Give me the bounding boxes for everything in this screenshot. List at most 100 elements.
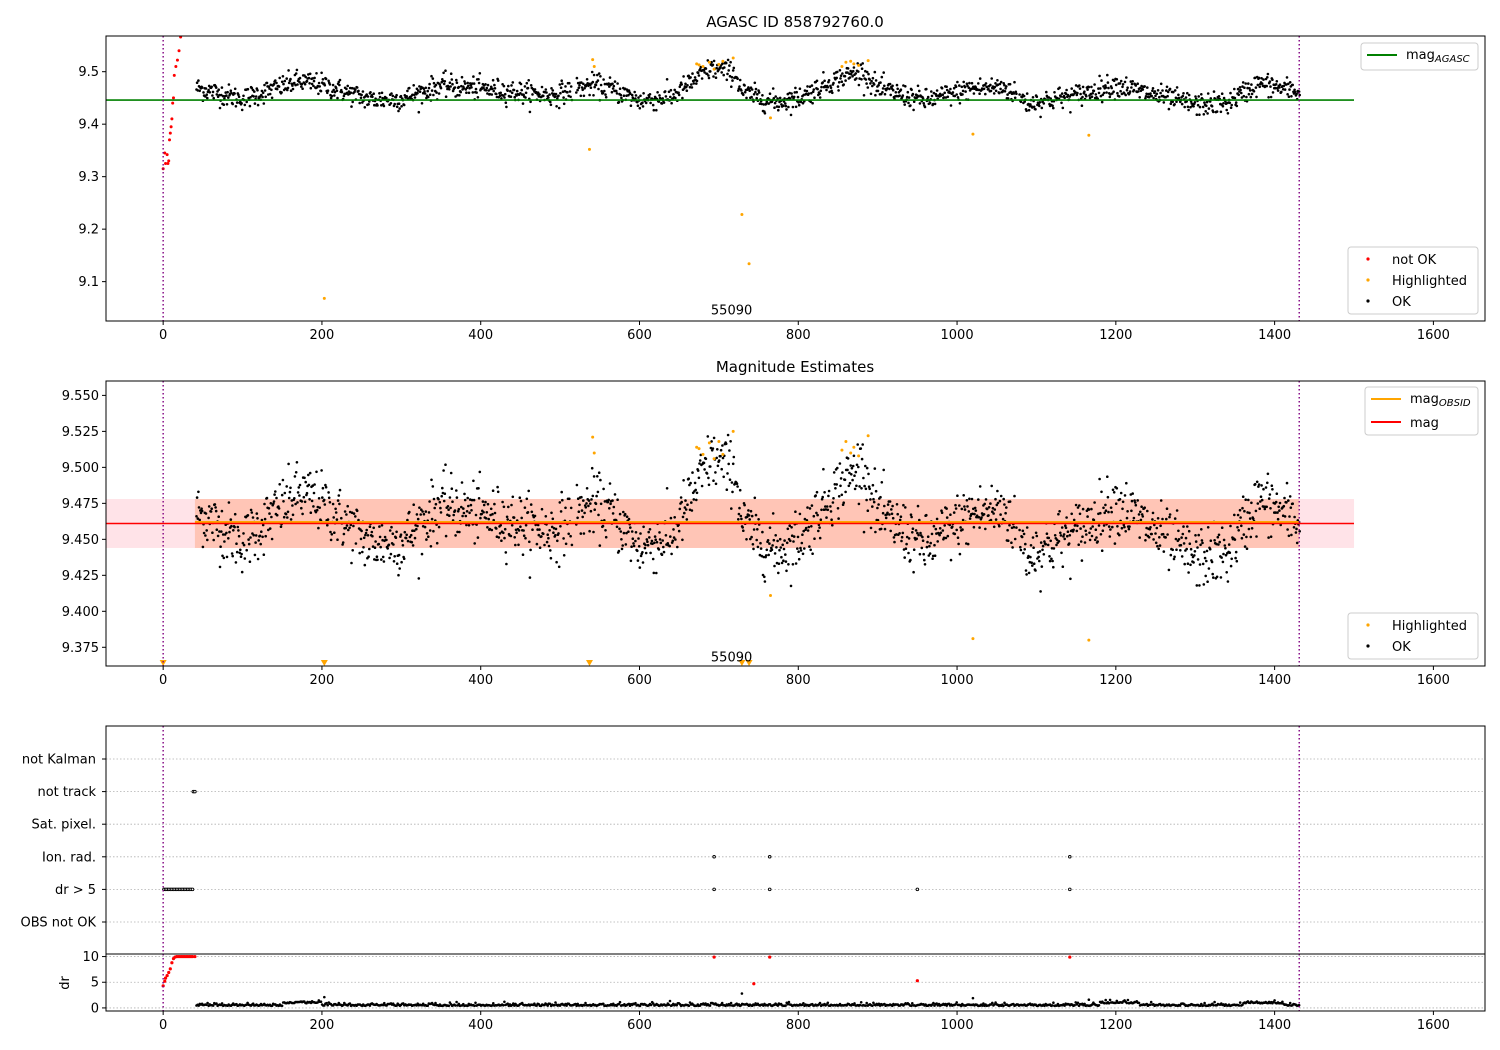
ok-point [1119,79,1123,83]
ok-point [1224,553,1228,557]
ok-point [309,511,313,514]
ok-point [811,552,814,555]
ok-point [731,462,735,466]
ok-point [263,89,267,92]
ok-point [681,515,685,519]
ok-point [363,563,367,567]
ok-point [550,525,554,529]
ok-point [1161,517,1164,521]
ok-point [1274,86,1277,90]
ok-point [874,530,877,534]
ok-point [921,535,924,539]
ok-point [334,511,338,514]
dr-point [395,1004,398,1007]
ok-point [423,90,426,93]
ok-point [397,102,401,105]
ok-point [1259,500,1262,503]
ok-point [1249,535,1253,539]
x-tick-label: 200 [310,328,335,343]
dr-point [784,1004,787,1007]
ok-point [798,512,802,516]
ok-point [320,469,323,472]
ok-point [220,530,223,533]
ok-point [962,494,965,497]
ok-point [230,91,233,95]
ok-point [1063,537,1066,541]
ok-point [392,560,396,563]
ok-point [237,534,241,538]
ok-point [860,457,864,461]
ok-point [843,478,847,482]
dr-point [668,999,672,1003]
ok-point [277,85,281,88]
ok-point [1149,92,1152,95]
ok-point [839,74,843,77]
ok-point [353,90,356,93]
ok-point [787,563,790,566]
ok-point [954,507,958,510]
highlighted-point [591,58,595,62]
dr-point [316,1001,320,1004]
ok-point [968,517,972,520]
ok-point [1287,534,1291,538]
ok-point [423,92,427,95]
ok-point [291,504,294,507]
ok-point [1262,78,1265,81]
ok-point [477,487,480,490]
dr-point [323,995,326,999]
ok-point [515,89,519,93]
ok-point [589,509,593,513]
ok-point [1189,100,1193,103]
ok-point [225,555,229,559]
ok-point [1212,90,1216,93]
ok-point [1207,567,1211,570]
panel-agasc-title: AGASC ID 858792760.0 [706,13,884,31]
ok-point [568,90,572,93]
ok-point [633,90,636,94]
ok-point [1118,498,1122,501]
ok-point [1067,542,1071,545]
ok-point [662,550,666,554]
ok-point [430,517,434,521]
ok-point [763,112,767,115]
dr-point [802,1002,805,1005]
ok-point [597,471,601,475]
ok-point [465,510,469,513]
ok-point [361,550,364,554]
ok-point [770,548,774,551]
ok-point [639,554,643,558]
ok-point [865,82,868,85]
ok-point [609,502,612,506]
ok-point [661,97,664,100]
ok-point [1062,535,1065,538]
ok-point [1206,580,1209,583]
ok-point [1123,80,1127,84]
ok-point [428,93,432,96]
ok-point [682,479,685,482]
ok-point [1271,78,1274,81]
ok-point [686,84,689,87]
ok-point [716,448,719,451]
ok-point [1084,529,1087,533]
ok-point [960,507,964,511]
legend-not-ok: not OK [1392,253,1437,268]
ok-point [1286,93,1289,96]
ok-point [1023,548,1026,551]
ok-point [604,93,607,96]
ok-point [401,539,404,543]
ok-point [1005,506,1008,509]
ok-point [450,487,454,491]
ok-point [1222,538,1226,542]
ok-point [519,525,522,528]
ok-point [853,487,857,491]
ok-point [617,100,621,104]
ok-point [274,490,277,493]
dr-point [618,1000,622,1004]
ok-point [334,86,338,90]
ok-point [440,494,444,498]
dr-point [1107,1001,1111,1005]
ok-point [1206,526,1210,529]
ok-point [1287,95,1291,98]
ok-point [1219,110,1223,114]
ok-point [590,466,594,470]
